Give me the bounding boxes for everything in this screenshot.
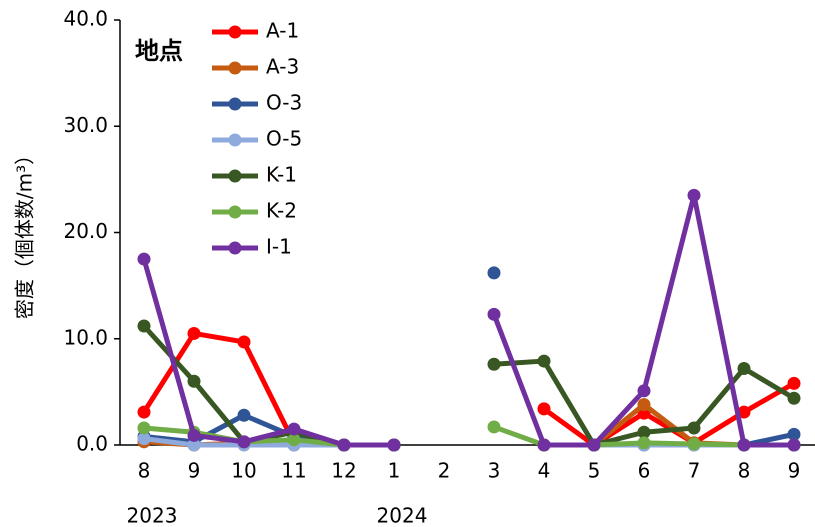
series-line [141,192,794,448]
y-tick-label: 30.0 [63,113,108,137]
x-tick-label: 6 [638,459,651,483]
data-point [537,438,551,452]
legend-marker [228,241,242,255]
data-point [137,405,151,419]
data-point [687,421,701,435]
y-tick-label: 40.0 [63,7,108,31]
data-point [187,438,201,452]
x-tick-label: 4 [538,459,551,483]
data-point [237,408,251,422]
data-point [587,438,601,452]
data-point [737,362,751,375]
y-tick-label: 0.0 [76,432,108,456]
legend-marker [228,205,242,219]
x-tick-label: 9 [188,459,201,483]
x-tick-label: 3 [488,459,501,483]
data-point [787,391,801,405]
legend-marker [228,25,242,39]
data-point [637,384,651,398]
legend-title: 地点 [135,37,183,65]
x-tick-label: 10 [231,459,256,483]
x-tick-label: 5 [588,459,601,483]
data-point [687,188,701,202]
x-tick-label: 1 [388,459,401,483]
year-label: 2023 [127,504,178,527]
x-tick-label: 2 [438,459,451,483]
data-point [137,252,151,266]
x-tick-label: 11 [281,459,306,483]
legend-label: O-5 [266,127,302,151]
data-point [687,437,701,451]
y-tick-label: 20.0 [63,219,108,243]
data-point [487,420,501,434]
data-point [487,307,501,321]
data-point [537,402,551,416]
x-tick-label: 9 [788,459,801,483]
data-point [637,425,651,439]
year-label: 2024 [377,504,428,527]
data-point [187,326,201,340]
data-point [237,435,251,449]
legend-label: A-1 [266,19,299,43]
data-point [187,374,201,388]
data-point [137,421,151,435]
legend-marker [228,133,242,147]
data-point [787,376,801,390]
data-point [787,427,801,441]
legend-label: O-3 [266,91,302,115]
data-point [737,405,751,419]
x-tick-label: 7 [688,459,701,483]
legend-label: A-3 [266,55,299,79]
data-point [737,438,751,452]
legend-marker [228,169,242,183]
data-point [187,428,201,442]
data-point [637,436,651,450]
legend-label: I-1 [266,235,292,259]
x-tick-label: 12 [331,459,356,483]
legend-marker [228,61,242,75]
data-point [137,319,151,333]
data-point [537,354,551,368]
legend-marker [228,97,242,111]
x-tick-label: 8 [138,459,151,483]
data-point [137,432,151,446]
x-tick-label: 8 [738,459,751,483]
data-point [487,266,501,280]
data-point [337,438,351,452]
data-point [237,335,251,349]
data-point [487,357,501,371]
data-point [287,422,301,436]
legend-label: K-2 [266,199,297,223]
data-point [637,398,651,412]
y-axis-label: 密度（個体数/m³） [13,145,37,319]
y-tick-label: 10.0 [63,325,108,349]
data-point [387,438,401,452]
data-point [287,433,301,447]
data-point [787,438,801,452]
legend-label: K-1 [266,163,297,187]
